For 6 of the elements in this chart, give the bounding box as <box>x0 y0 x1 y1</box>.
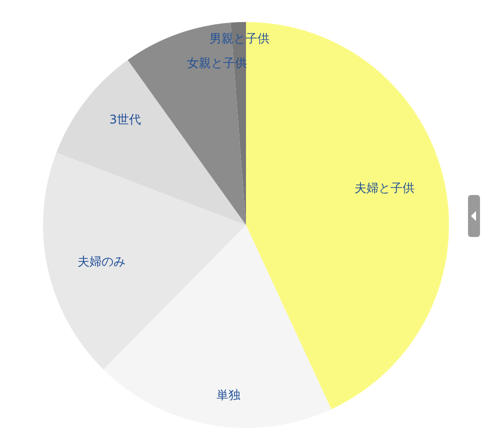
slice-label: 夫婦と子供 <box>354 180 415 195</box>
slice-label: 夫婦のみ <box>77 254 126 269</box>
pie-slice <box>246 22 449 410</box>
slice-label: 単独 <box>216 388 240 402</box>
pie-slice <box>128 22 246 225</box>
slice-label: 3世代 <box>109 112 141 127</box>
